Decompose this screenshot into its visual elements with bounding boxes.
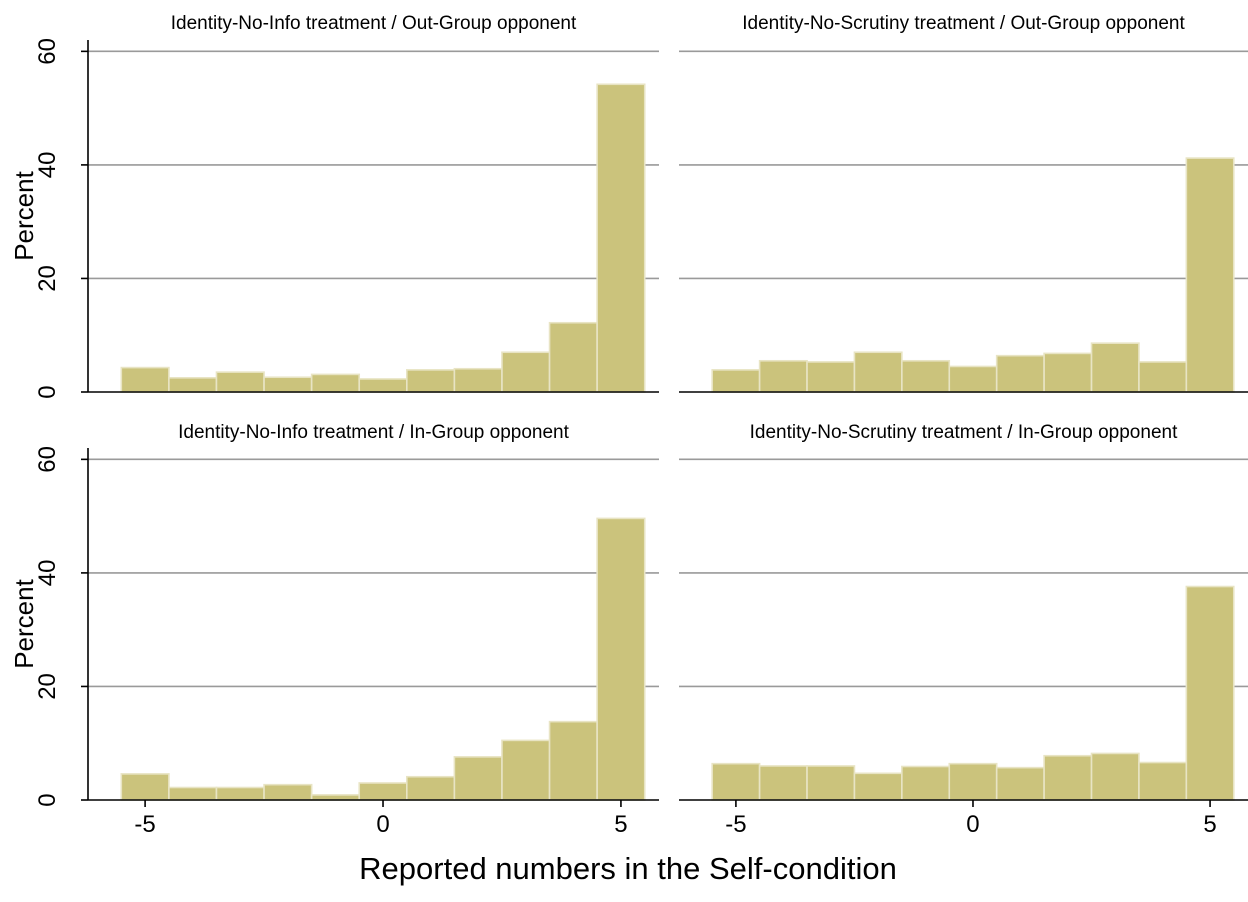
histogram-bar: [501, 739, 551, 801]
histogram-bar: [168, 377, 218, 393]
histogram-bar: [711, 762, 761, 801]
x-tick-label: -5: [134, 811, 155, 838]
histogram-bar: [1185, 585, 1235, 801]
histogram-bar: [1090, 752, 1140, 801]
histogram-bar: [215, 786, 265, 801]
histogram-bar: [758, 765, 808, 801]
y-tick-label: 20: [34, 673, 61, 700]
histogram-bar: [758, 359, 808, 393]
histogram-bar: [548, 720, 598, 801]
histogram-bar: [1138, 361, 1188, 393]
panel-4: Identity-No-Scrutiny treatment / In-Grou…: [679, 422, 1248, 838]
panel-title: Identity-No-Info treatment / In-Group op…: [178, 422, 569, 443]
y-tick-label: 60: [34, 446, 61, 473]
histogram-bar: [1185, 157, 1235, 393]
histogram-bar: [1090, 342, 1140, 393]
histogram-bar: [995, 354, 1045, 393]
y-axis-title: Percent: [9, 170, 39, 260]
x-tick-label: 5: [1203, 811, 1216, 838]
histogram-bar: [853, 351, 903, 393]
x-axis-title: Reported numbers in the Self-condition: [359, 851, 897, 886]
histogram-bar: [120, 773, 170, 801]
panel-1: Identity-No-Info treatment / Out-Group o…: [9, 13, 659, 399]
y-axis-title: Percent: [9, 578, 39, 668]
histogram-bar: [1043, 754, 1093, 801]
histogram-bar: [948, 365, 998, 393]
histogram-bar: [596, 83, 646, 393]
histogram-bar: [358, 782, 408, 801]
x-tick-label: -5: [725, 811, 746, 838]
panel-title: Identity-No-Info treatment / Out-Group o…: [171, 13, 577, 34]
histogram-bar: [263, 783, 313, 801]
x-tick-label: 0: [966, 811, 979, 838]
histogram-bar: [120, 366, 170, 393]
histogram-bar: [995, 766, 1045, 801]
histogram-bar: [501, 351, 551, 393]
histogram-bar: [901, 359, 951, 393]
histogram-bar: [310, 373, 361, 393]
y-tick-label: 20: [34, 265, 61, 292]
y-tick-label: 0: [34, 385, 61, 398]
panel-title: Identity-No-Scrutiny treatment / Out-Gro…: [742, 13, 1185, 34]
histogram-bar: [596, 517, 646, 801]
histogram-bar: [406, 775, 456, 801]
histogram-bar: [406, 369, 456, 393]
histogram-bar: [806, 361, 856, 393]
histogram-bar: [453, 756, 503, 801]
histogram-bar: [711, 369, 761, 393]
histogram-bar: [853, 772, 903, 801]
histogram-bar: [215, 371, 265, 393]
histogram-bar: [1138, 761, 1188, 801]
histogram-bar: [358, 378, 408, 393]
histogram-bar: [548, 321, 598, 393]
panel-title: Identity-No-Scrutiny treatment / In-Grou…: [750, 422, 1178, 443]
histogram-bar: [453, 367, 503, 393]
y-tick-label: 40: [34, 560, 61, 587]
x-tick-label: 5: [614, 811, 627, 838]
histogram-bar: [168, 786, 218, 801]
panel-3: Identity-No-Info treatment / In-Group op…: [9, 422, 659, 838]
y-tick-label: 0: [34, 793, 61, 806]
histogram-bar: [1043, 352, 1093, 393]
panel-2: Identity-No-Scrutiny treatment / Out-Gro…: [679, 13, 1248, 393]
y-tick-label: 60: [34, 38, 61, 65]
histogram-bar: [948, 762, 998, 801]
histogram-bar: [901, 765, 951, 801]
y-tick-label: 40: [34, 152, 61, 179]
x-tick-label: 0: [376, 811, 389, 838]
histogram-bar: [263, 376, 313, 393]
histogram-bar: [806, 765, 856, 801]
